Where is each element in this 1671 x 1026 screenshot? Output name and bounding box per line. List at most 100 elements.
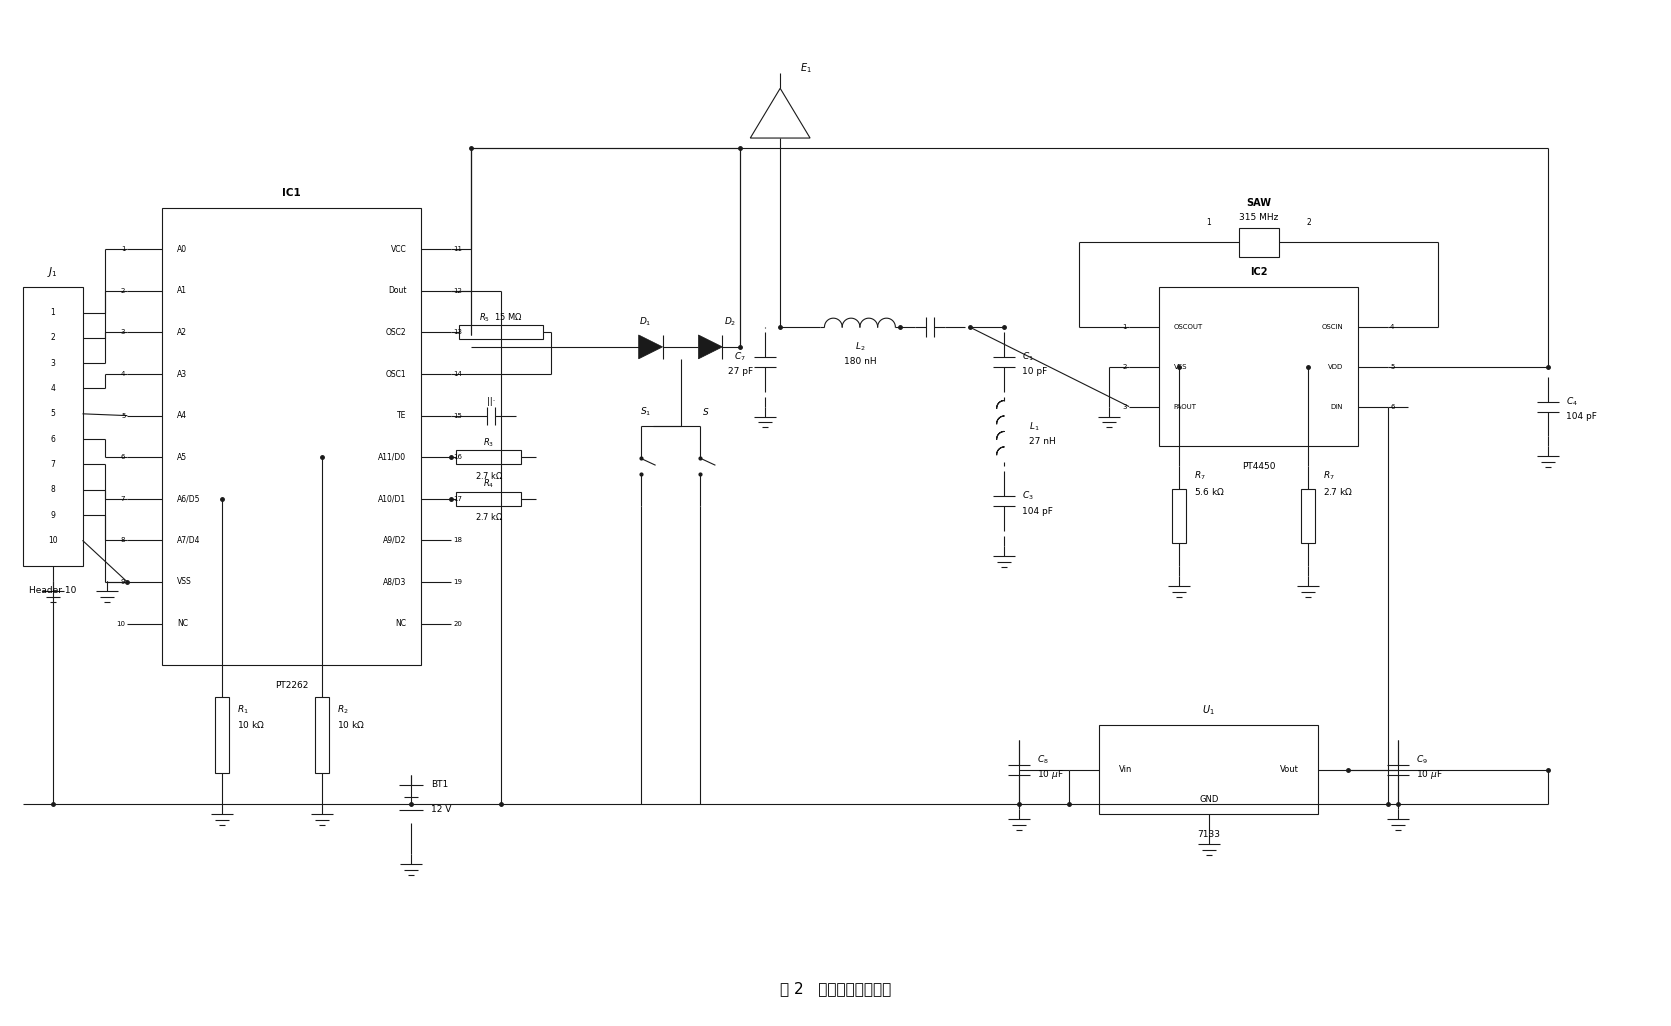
Text: $R_4$: $R_4$ [483, 478, 495, 490]
Text: 104 pF: 104 pF [1566, 412, 1596, 421]
Text: $R_1$: $R_1$ [237, 704, 249, 716]
Text: A11/D0: A11/D0 [378, 452, 406, 462]
Bar [162, 207, 421, 665]
Text: 图 2   发射端电路原理图: 图 2 发射端电路原理图 [780, 981, 891, 996]
Text: 3: 3 [120, 329, 125, 336]
Text: $C_1$: $C_1$ [1023, 351, 1034, 363]
Text: NC: NC [396, 619, 406, 628]
Text: OSC2: OSC2 [386, 328, 406, 337]
Text: BT1: BT1 [431, 780, 448, 789]
Text: $C_8$: $C_8$ [1038, 753, 1049, 765]
Text: VSS: VSS [1173, 364, 1188, 369]
Text: 9: 9 [120, 579, 125, 585]
Text: $R_3$: $R_3$ [483, 436, 495, 448]
Text: 7133: 7133 [1196, 830, 1220, 838]
Text: 315 MHz: 315 MHz [1238, 213, 1278, 222]
Text: $C_3$: $C_3$ [1023, 489, 1034, 503]
Text: 3: 3 [1123, 403, 1126, 409]
Text: $E_1$: $E_1$ [800, 62, 812, 75]
Text: OSCIN: OSCIN [1322, 324, 1343, 330]
Text: PT2262: PT2262 [276, 680, 309, 689]
Text: A3: A3 [177, 369, 187, 379]
Text: 9: 9 [50, 511, 55, 519]
Text: A0: A0 [177, 245, 187, 253]
Bar [1160, 287, 1359, 446]
Bar [1238, 228, 1278, 258]
Text: 16: 16 [453, 455, 463, 461]
Text: 4: 4 [50, 384, 55, 393]
Polygon shape [638, 334, 663, 359]
Text: A1: A1 [177, 286, 187, 295]
Text: 2: 2 [120, 288, 125, 293]
Text: A8/D3: A8/D3 [383, 578, 406, 587]
Text: Header 10: Header 10 [28, 586, 77, 595]
Polygon shape [698, 334, 722, 359]
Text: VCC: VCC [391, 245, 406, 253]
Text: 2: 2 [50, 333, 55, 343]
Text: 27 pF: 27 pF [729, 367, 754, 377]
Text: 6: 6 [50, 435, 55, 443]
Text: $C_4$: $C_4$ [1566, 395, 1577, 408]
Text: 1: 1 [1206, 219, 1211, 227]
Text: 5.6 k$\Omega$: 5.6 k$\Omega$ [1193, 485, 1225, 497]
Text: VDD: VDD [1328, 364, 1343, 369]
Text: $L_1$: $L_1$ [1029, 421, 1039, 433]
Text: Dout: Dout [388, 286, 406, 295]
Text: 18: 18 [453, 538, 463, 544]
Text: 10 k$\Omega$: 10 k$\Omega$ [237, 719, 266, 731]
Text: 19: 19 [453, 579, 463, 585]
Text: 1: 1 [120, 246, 125, 252]
Text: $S_1$: $S_1$ [640, 405, 652, 418]
Text: 15: 15 [453, 412, 463, 419]
Bar [23, 287, 82, 565]
Text: 5: 5 [50, 409, 55, 419]
Text: $R_7$: $R_7$ [1323, 470, 1335, 482]
Text: VSS: VSS [177, 578, 192, 587]
Text: 12 V: 12 V [431, 804, 451, 814]
Text: 6: 6 [1390, 403, 1395, 409]
Bar [314, 697, 329, 773]
Text: 2.7 k$\Omega$: 2.7 k$\Omega$ [475, 470, 503, 480]
Text: IC1: IC1 [282, 188, 301, 198]
Text: 180 nH: 180 nH [844, 357, 876, 366]
Text: 5: 5 [120, 412, 125, 419]
Text: GND: GND [1200, 795, 1218, 804]
Text: 10 k$\Omega$: 10 k$\Omega$ [336, 719, 364, 731]
Text: 11: 11 [453, 246, 463, 252]
Text: $R_7$: $R_7$ [1193, 470, 1205, 482]
Text: TE: TE [398, 411, 406, 420]
Text: $D_2$: $D_2$ [724, 316, 737, 328]
Text: DIN: DIN [1330, 403, 1343, 409]
Text: 2.7 k$\Omega$: 2.7 k$\Omega$ [1323, 485, 1354, 497]
Text: Vout: Vout [1280, 765, 1298, 774]
Text: 13: 13 [453, 329, 463, 336]
Bar [1171, 488, 1186, 544]
Text: 6: 6 [120, 455, 125, 461]
Text: 10: 10 [48, 536, 57, 545]
Text: 7: 7 [120, 496, 125, 502]
Text: $S$: $S$ [702, 406, 709, 417]
Text: 1: 1 [1123, 324, 1126, 330]
Text: $R_5$  15 M$\Omega$: $R_5$ 15 M$\Omega$ [480, 311, 523, 324]
Bar [456, 450, 521, 464]
Text: SAW: SAW [1247, 198, 1272, 207]
Text: 8: 8 [120, 538, 125, 544]
Text: A7/D4: A7/D4 [177, 536, 201, 545]
Text: IC2: IC2 [1250, 268, 1267, 277]
Text: 12: 12 [453, 288, 463, 293]
Bar [460, 325, 543, 340]
Text: PT4450: PT4450 [1242, 462, 1275, 471]
Text: OSCOUT: OSCOUT [1173, 324, 1203, 330]
Text: $L_2$: $L_2$ [854, 341, 866, 353]
Text: $D_1$: $D_1$ [640, 316, 652, 328]
Bar [216, 697, 229, 773]
Text: 1: 1 [50, 308, 55, 317]
Text: 3: 3 [50, 359, 55, 367]
Text: 5: 5 [1390, 364, 1395, 369]
Bar [1302, 488, 1315, 544]
Text: 17: 17 [453, 496, 463, 502]
Text: 10: 10 [117, 621, 125, 627]
Text: OSC1: OSC1 [386, 369, 406, 379]
Text: $C_7$: $C_7$ [735, 351, 747, 363]
Bar [456, 491, 521, 506]
